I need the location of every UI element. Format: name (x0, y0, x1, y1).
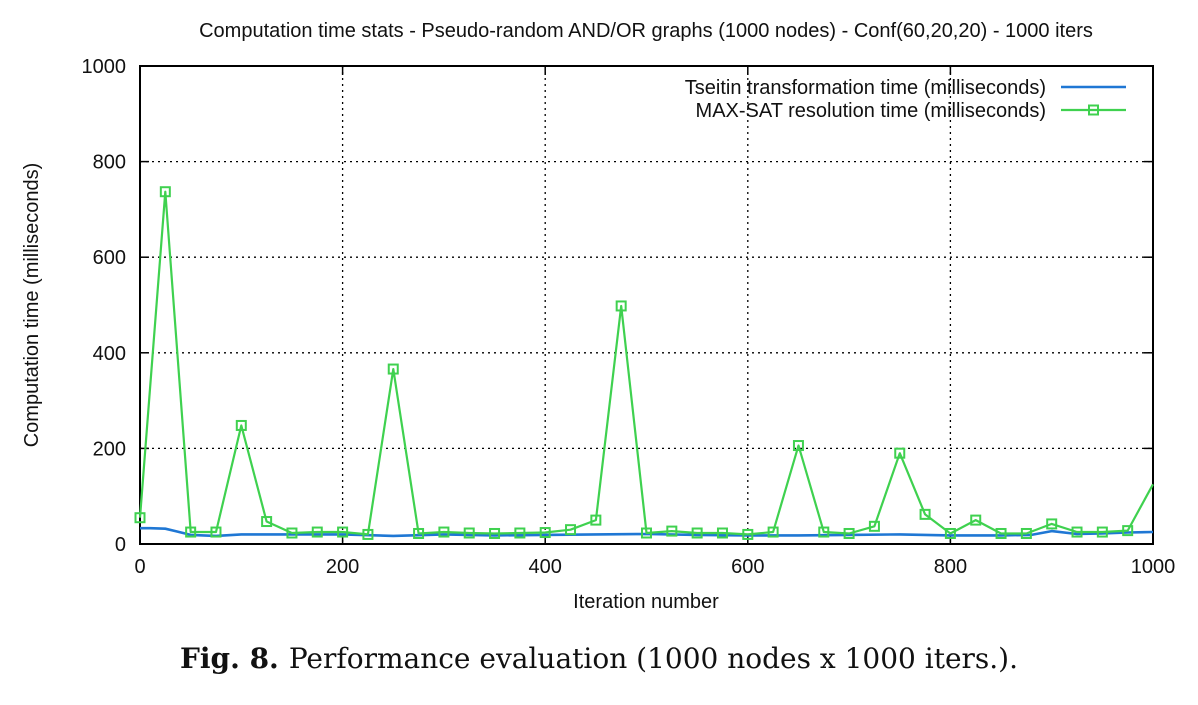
series (134, 186, 1154, 540)
data-point (590, 514, 602, 526)
legend-marker (1088, 104, 1099, 116)
data-point (894, 447, 906, 459)
x-tick-label: 800 (934, 556, 967, 578)
data-point (514, 527, 526, 539)
y-tick-label: 600 (93, 247, 126, 269)
x-tick-label: 400 (529, 556, 562, 578)
x-tick-label: 1000 (1131, 556, 1176, 578)
data-point (438, 526, 450, 538)
ticks: 0 200 400 600 800 1000 0 200 400 600 800 1000 (82, 56, 1176, 578)
caption-label: Fig. 8. (179, 642, 279, 675)
data-point (868, 520, 880, 532)
data-point (818, 526, 830, 538)
data-point (691, 527, 703, 539)
chart-title: Computation time stats - Pseudo-random A… (199, 20, 1093, 42)
legend: Tseitin transformation time (millisecond… (685, 77, 1126, 122)
data-point (134, 512, 146, 524)
data-point (944, 527, 956, 539)
x-tick-label: 200 (326, 556, 359, 578)
data-point (716, 527, 728, 539)
data-point (311, 526, 323, 538)
series-line (140, 526, 1154, 538)
legend-item-1: Tseitin transformation time (millisecond… (685, 77, 1126, 99)
data-point (1046, 518, 1058, 530)
data-point (792, 440, 804, 452)
data-point (843, 527, 855, 539)
data-point (286, 527, 298, 539)
caption-text: Performance evaluation (1000 nodes x 100… (288, 642, 1018, 675)
data-point (185, 526, 197, 538)
y-tick-label: 200 (93, 438, 126, 460)
data-point (1020, 527, 1032, 539)
legend-label: Tseitin transformation time (millisecond… (685, 77, 1046, 99)
data-point (362, 528, 374, 540)
legend-item-2: MAX-SAT resolution time (milliseconds) (696, 100, 1126, 122)
data-point (1071, 526, 1083, 538)
series-2 (134, 186, 1154, 540)
data-point (615, 300, 627, 312)
y-axis-label: Computation time (milliseconds) (21, 163, 43, 448)
data-point (210, 526, 222, 538)
series-line (138, 190, 1154, 536)
data-point (767, 526, 779, 538)
x-axis-label: Iteration number (573, 591, 719, 613)
data-point (565, 524, 577, 536)
data-point (641, 527, 652, 539)
data-point (235, 419, 247, 431)
series-1 (140, 526, 1154, 538)
y-tick-label: 0 (115, 534, 126, 556)
data-point (413, 527, 425, 539)
data-point (337, 526, 349, 538)
plot-frame (139, 65, 1154, 545)
data-point (1122, 525, 1134, 537)
data-point (159, 186, 171, 198)
data-point (463, 527, 475, 539)
y-tick-label: 400 (93, 343, 126, 365)
y-tick-label: 1000 (82, 56, 127, 78)
data-point (742, 528, 754, 540)
data-point (387, 363, 399, 375)
data-point (489, 527, 501, 539)
x-tick-label: 0 (134, 556, 145, 578)
data-point (995, 527, 1007, 539)
data-point (666, 525, 678, 537)
grid (140, 66, 1153, 544)
data-point (1096, 526, 1108, 538)
figure-caption: Fig. 8. Performance evaluation (1000 node… (0, 642, 1198, 675)
data-point (261, 516, 273, 528)
chart: Computation time stats - Pseudo-random A… (21, 20, 1176, 613)
y-tick-label: 800 (93, 152, 126, 174)
x-tick-label: 600 (731, 556, 764, 578)
data-point (539, 527, 551, 539)
data-point (970, 514, 982, 526)
legend-label: MAX-SAT resolution time (milliseconds) (696, 100, 1046, 122)
data-point (919, 508, 931, 520)
